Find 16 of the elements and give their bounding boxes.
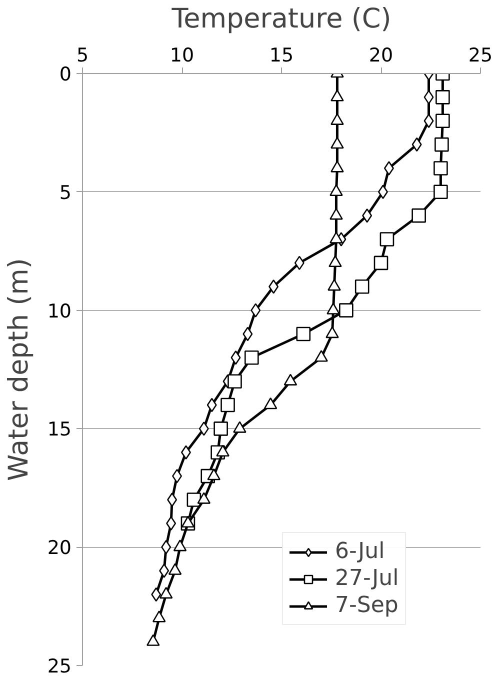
x-axis-title: Temperature (C)	[170, 4, 392, 34]
y-tick-label: 20	[47, 537, 72, 560]
x-tick-label: 5	[76, 44, 89, 66]
y-tick-label: 25	[47, 656, 72, 677]
x-tick-label: 20	[368, 44, 394, 66]
x-tick-label: 10	[170, 44, 194, 66]
x-tick-label: 15	[269, 44, 294, 66]
legend-label: 6-Jul	[335, 539, 385, 564]
x-tick-label: 25	[468, 44, 493, 66]
y-axis-title: Water depth (m)	[3, 258, 34, 481]
legend-label: 27-Jul	[335, 566, 399, 591]
y-tick-label: 10	[47, 300, 72, 322]
y-tick-label: 15	[47, 418, 72, 441]
y-tick-label: 5	[59, 182, 72, 204]
y-tick-label: 0	[59, 64, 72, 86]
legend-label: 7-Sep	[335, 593, 398, 618]
